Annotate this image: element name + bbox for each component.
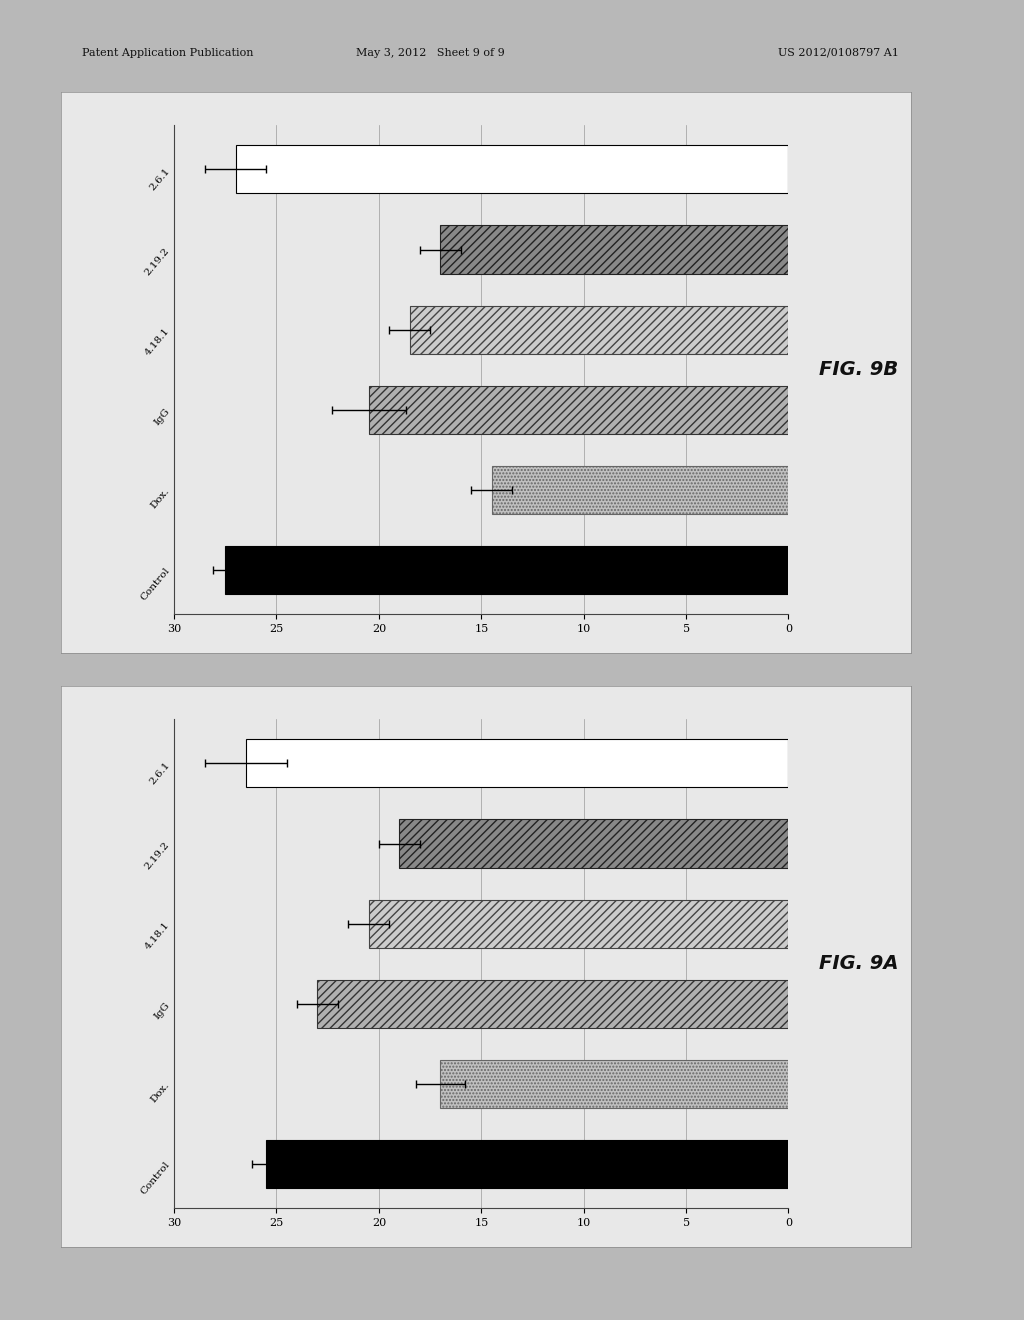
Text: FIG. 9A: FIG. 9A <box>819 954 899 973</box>
Text: US 2012/0108797 A1: US 2012/0108797 A1 <box>778 48 899 58</box>
Bar <box>317 979 788 1028</box>
Bar <box>440 1060 788 1107</box>
Bar <box>266 1139 788 1188</box>
Bar <box>440 226 788 273</box>
Bar <box>369 385 788 434</box>
Bar <box>410 305 788 354</box>
Bar <box>236 145 788 194</box>
Bar <box>225 545 788 594</box>
Text: Patent Application Publication: Patent Application Publication <box>82 48 253 58</box>
Bar <box>369 899 788 948</box>
Text: FIG. 9B: FIG. 9B <box>819 360 898 379</box>
Text: May 3, 2012   Sheet 9 of 9: May 3, 2012 Sheet 9 of 9 <box>355 48 505 58</box>
Bar <box>492 466 788 513</box>
Bar <box>399 820 788 867</box>
Bar <box>246 739 788 788</box>
